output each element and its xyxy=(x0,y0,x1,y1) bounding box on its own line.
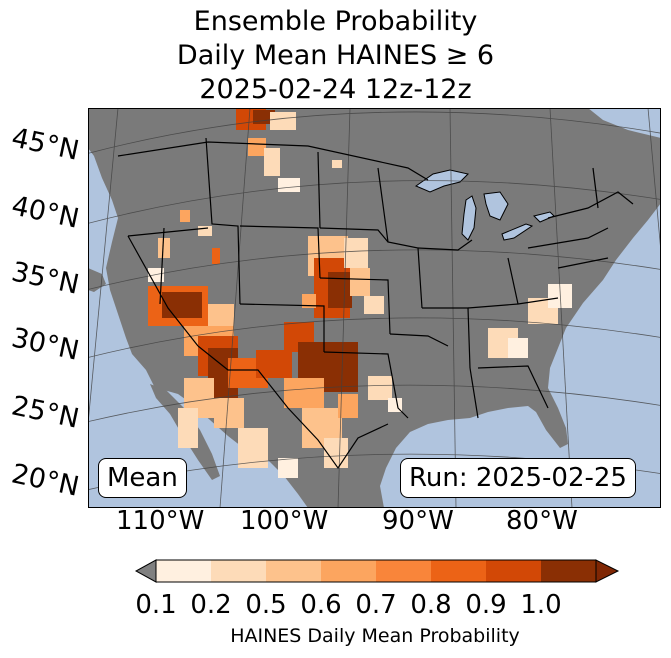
colorbar-tick-label: 0.6 xyxy=(300,590,342,620)
lat-label-40: 40°N xyxy=(8,190,82,235)
lake-erie xyxy=(501,223,534,241)
lat-label-45: 45°N xyxy=(8,122,82,167)
colorbar-segment xyxy=(486,560,542,582)
colorbar-under-arrow xyxy=(134,559,157,583)
map-panel xyxy=(88,108,661,508)
lon-label-100: 100°W xyxy=(240,506,329,536)
lon-label-110: 110°W xyxy=(116,506,205,536)
colorbar-over-arrow xyxy=(595,559,620,583)
lake-huron xyxy=(483,191,509,221)
colorbar-segment xyxy=(266,560,322,582)
colorbar-segment xyxy=(156,560,212,582)
lat-label-20: 20°N xyxy=(8,458,82,503)
lake-michigan xyxy=(461,195,477,241)
colorbar-segment xyxy=(376,560,432,582)
colorbar-tick-label: 0.2 xyxy=(190,590,232,620)
stat-box: Mean xyxy=(98,458,187,498)
colorbar-tick-label: 1.0 xyxy=(520,590,562,620)
colorbar-tick-label: 0.9 xyxy=(465,590,507,620)
colorbar-tick-label: 0.7 xyxy=(355,590,397,620)
lat-label-25: 25°N xyxy=(8,390,82,435)
boundaries xyxy=(117,137,634,470)
colorbar xyxy=(134,559,620,583)
title-line-2: Daily Mean HAINES ≥ 6 xyxy=(176,40,495,71)
colorbar-tick-label: 0.1 xyxy=(135,590,177,620)
lat-label-35: 35°N xyxy=(8,256,82,301)
title-line-3: 2025-02-24 12z-12z xyxy=(199,74,472,105)
colorbar-segment xyxy=(541,560,597,582)
title-line-1: Ensemble Probability xyxy=(193,6,478,37)
lat-label-30: 30°N xyxy=(8,322,82,367)
colorbar-tick-label: 0.5 xyxy=(245,590,287,620)
colorbar-segment xyxy=(431,560,487,582)
colorbar-tick-label: 0.8 xyxy=(410,590,452,620)
lon-label-90: 90°W xyxy=(382,506,454,536)
colorbar-segment xyxy=(211,560,267,582)
run-date-box: Run: 2025-02-25 xyxy=(400,458,636,498)
lon-label-80: 80°W xyxy=(506,506,578,536)
colorbar-label: HAINES Daily Mean Probability xyxy=(230,625,520,647)
colorbar-segment xyxy=(321,560,377,582)
